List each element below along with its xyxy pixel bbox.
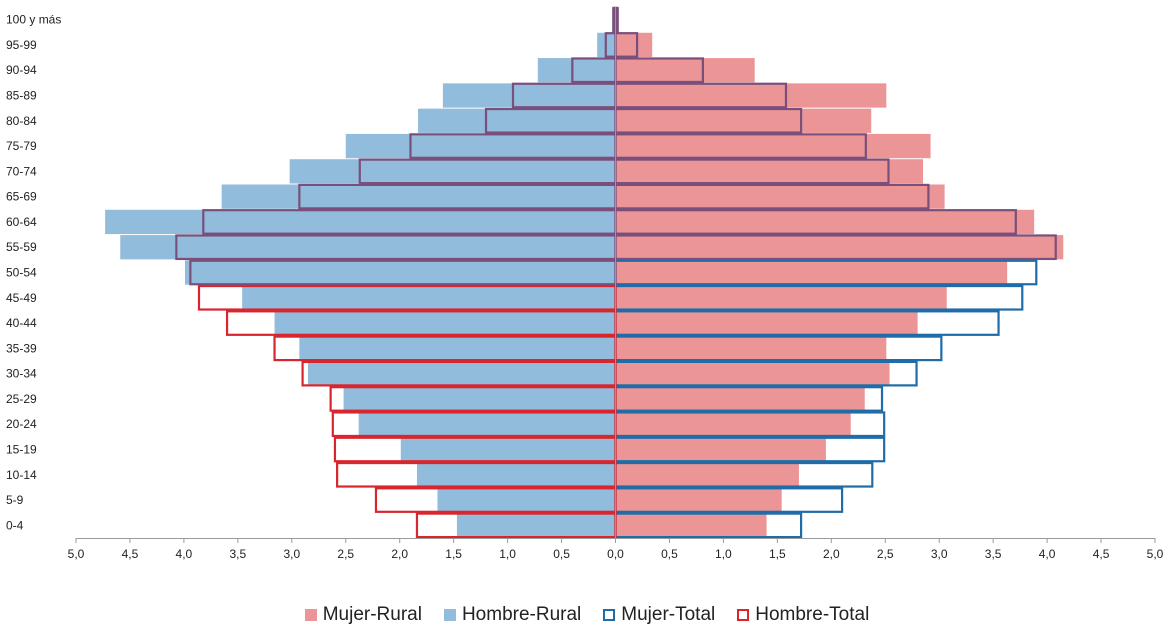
bar-mujer-rural-60-64 bbox=[615, 209, 1035, 235]
bar-hombre-rural-90-94 bbox=[537, 58, 616, 83]
x-tick-label: 1,5 bbox=[445, 547, 462, 561]
legend-item-mujer-total: Mujer-Total bbox=[603, 604, 715, 626]
x-tick-label: 3,0 bbox=[931, 547, 948, 561]
x-tick-label: 2,5 bbox=[337, 547, 354, 561]
x-tick-label: 0,5 bbox=[553, 547, 570, 561]
bar-hombre-rural-35-39 bbox=[299, 336, 616, 361]
bar-hombre-rural-25-29 bbox=[343, 386, 616, 412]
y-tick-label: 65-69 bbox=[6, 190, 37, 204]
bar-mujer-rural-45-49 bbox=[615, 285, 947, 310]
bar-mujer-rural-30-34 bbox=[615, 361, 890, 386]
legend-swatch-mujer-total bbox=[603, 609, 616, 621]
x-tick-label: 4,5 bbox=[1093, 547, 1110, 561]
bar-hombre-rural-15-19 bbox=[400, 437, 616, 462]
y-tick-label: 60-64 bbox=[6, 215, 37, 229]
bar-mujer-rural-15-19 bbox=[615, 437, 826, 462]
x-tick-label: 3,5 bbox=[230, 547, 247, 561]
bar-mujer-rural-50-54 bbox=[615, 260, 1008, 285]
y-tick-label: 50-54 bbox=[6, 266, 37, 280]
bar-mujer-rural-80-84 bbox=[615, 108, 872, 133]
legend-label-hombre-rural: Hombre-Rural bbox=[461, 604, 582, 625]
bar-hombre-rural-70-74 bbox=[289, 159, 616, 184]
y-tick-label: 85-89 bbox=[6, 89, 37, 103]
bar-mujer-rural-5-9 bbox=[615, 487, 782, 513]
y-tick-label: 25-29 bbox=[6, 392, 37, 406]
bar-mujer-rural-65-69 bbox=[615, 184, 945, 209]
y-tick-label: 40-44 bbox=[6, 316, 37, 330]
bar-mujer-rural-55-59 bbox=[615, 235, 1064, 260]
bar-hombre-rural-80-84 bbox=[418, 108, 616, 133]
x-tick-label: 2,5 bbox=[877, 547, 894, 561]
y-tick-label: 45-49 bbox=[6, 291, 37, 305]
x-tick-label: 1,0 bbox=[499, 547, 516, 561]
x-tick-label: 0,5 bbox=[661, 547, 678, 561]
x-tick-label: 5,0 bbox=[68, 547, 85, 561]
y-tick-label: 30-34 bbox=[6, 367, 37, 381]
x-tick-label: 1,0 bbox=[715, 547, 732, 561]
bar-hombre-rural-45-49 bbox=[242, 285, 616, 310]
y-tick-label: 80-84 bbox=[6, 114, 37, 128]
x-tick-label: 3,5 bbox=[985, 547, 1002, 561]
bar-hombre-rural-55-59 bbox=[120, 235, 616, 260]
y-tick-label: 0-4 bbox=[6, 518, 24, 532]
y-tick-label: 75-79 bbox=[6, 139, 37, 153]
legend-label-mujer-rural: Mujer-Rural bbox=[322, 604, 422, 625]
y-tick-label: 70-74 bbox=[6, 164, 37, 178]
y-tick-label: 10-14 bbox=[6, 468, 37, 482]
x-tick-label: 4,0 bbox=[176, 547, 193, 561]
legend-swatch-hombre-total bbox=[737, 609, 750, 621]
legend-item-hombre-total: Hombre-Total bbox=[737, 604, 869, 626]
bar-mujer-rural-75-79 bbox=[615, 133, 931, 159]
y-tick-label: 55-59 bbox=[6, 240, 37, 254]
bar-hombre-rural-5-9 bbox=[437, 487, 616, 513]
bar-hombre-rural-85-89 bbox=[442, 83, 616, 108]
legend-item-mujer-rural: Mujer-Rural bbox=[304, 604, 422, 626]
bar-hombre-rural-60-64 bbox=[105, 209, 616, 235]
legend-label-hombre-total: Hombre-Total bbox=[755, 604, 870, 625]
bar-hombre-rural-50-54 bbox=[184, 260, 616, 285]
bar-hombre-rural-65-69 bbox=[221, 184, 616, 209]
legend-swatch-hombre-rural bbox=[443, 609, 456, 621]
bar-mujer-rural-40-44 bbox=[615, 310, 918, 336]
y-tick-label: 35-39 bbox=[6, 341, 37, 355]
bar-hombre-rural-75-79 bbox=[345, 133, 616, 159]
y-tick-label: 15-19 bbox=[6, 443, 37, 457]
y-tick-label: 95-99 bbox=[6, 38, 37, 52]
bar-mujer-rural-0-4 bbox=[615, 513, 767, 538]
bar-hombre-rural-0-4 bbox=[456, 513, 616, 538]
bar-hombre-rural-30-34 bbox=[307, 361, 616, 386]
bar-hombre-rural-10-14 bbox=[416, 462, 616, 487]
bar-mujer-rural-20-24 bbox=[615, 412, 851, 437]
y-tick-label: 5-9 bbox=[6, 493, 24, 507]
bar-mujer-rural-90-94 bbox=[615, 58, 755, 83]
y-tick-label: 20-24 bbox=[6, 417, 37, 431]
bar-hombre-rural-20-24 bbox=[358, 412, 616, 437]
bar-mujer-rural-95-99 bbox=[615, 32, 653, 58]
bar-mujer-rural-70-74 bbox=[615, 159, 924, 184]
population-pyramid-chart: 5,0 4,5 4,0 3,5 3,0 2,5 2,0 1,5 1,0 0,5 0,0 0,5 1,0 1… bbox=[6, 6, 1164, 561]
legend-item-hombre-rural: Hombre-Rural bbox=[443, 604, 582, 626]
y-tick-label: 90-94 bbox=[6, 63, 37, 77]
x-tick-label: 1,5 bbox=[769, 547, 786, 561]
bar-hombre-rural-40-44 bbox=[274, 310, 616, 336]
x-tick-label: 3,0 bbox=[283, 547, 300, 561]
legend-swatch-mujer-rural bbox=[304, 609, 317, 621]
x-tick-label: 5,0 bbox=[1147, 547, 1164, 561]
legend: Mujer-Rural Hombre-Rural Mujer-Total Hom… bbox=[0, 604, 1174, 626]
x-tick-label: 4,0 bbox=[1039, 547, 1056, 561]
bar-mujer-rural-10-14 bbox=[615, 462, 799, 487]
x-tick-label: 2,0 bbox=[823, 547, 840, 561]
legend-label-mujer-total: Mujer-Total bbox=[621, 604, 716, 625]
bar-mujer-rural-35-39 bbox=[615, 336, 887, 361]
bar-mujer-rural-25-29 bbox=[615, 386, 865, 412]
y-tick-label: 100 y más bbox=[6, 13, 61, 27]
x-tick-label: 2,0 bbox=[391, 547, 408, 561]
x-tick-label: 0,0 bbox=[607, 547, 624, 561]
bar-mujer-rural-85-89 bbox=[615, 83, 887, 108]
x-tick-label: 4,5 bbox=[122, 547, 139, 561]
